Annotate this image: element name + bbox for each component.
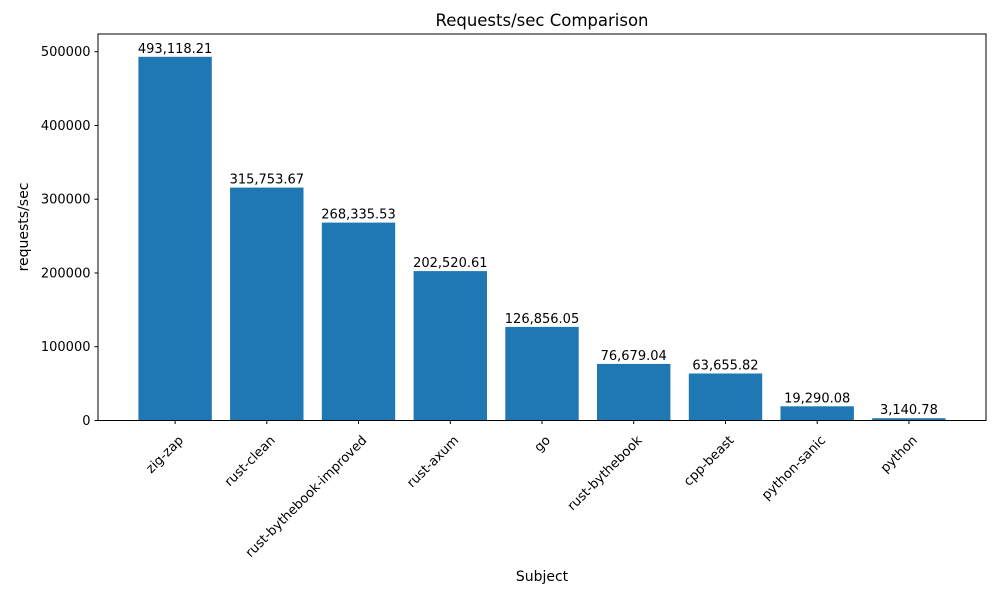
y-axis: 0 100000 200000 300000 400000 500000: [41, 45, 98, 429]
x-tick-label: python: [878, 433, 921, 476]
y-tick-label: 400000: [41, 119, 91, 134]
bar-value-label: 126,856.05: [505, 312, 579, 327]
bars-group: [138, 56, 946, 421]
bar-value-label: 315,753.67: [230, 173, 304, 188]
x-tick-label: python-sanic: [759, 433, 829, 503]
x-tick-label: cpp-beast: [681, 433, 737, 489]
bar-rust-bythebook-improved: [321, 222, 396, 421]
x-axis-label: Subject: [516, 569, 569, 585]
bar-value-label: 493,118.21: [138, 42, 212, 57]
bar-cpp-beast: [688, 373, 763, 421]
bar-value-label: 202,520.61: [413, 256, 487, 271]
bar-rust-axum: [413, 271, 487, 421]
bar-value-label: 268,335.53: [321, 208, 395, 223]
x-tick-label: rust-clean: [222, 433, 279, 490]
x-tick-label: rust-bythebook: [565, 433, 646, 514]
bar-python-sanic: [780, 406, 854, 421]
y-tick-label: 200000: [41, 267, 91, 282]
y-tick-label: 500000: [41, 45, 91, 60]
y-tick-label: 0: [82, 414, 90, 429]
bar-value-label: 19,290.08: [784, 391, 850, 406]
bar-go: [505, 326, 579, 421]
plot-border: [97, 33, 987, 421]
bar-python: [872, 418, 946, 421]
bar-zig-zap: [138, 56, 212, 421]
bar-value-label: 76,679.04: [601, 349, 667, 364]
value-labels-group: 493,118.21 315,753.67 268,335.53 202,520.61…: [138, 42, 938, 418]
bar-value-label: 3,140.78: [880, 403, 938, 418]
x-tick-label: go: [532, 433, 554, 455]
x-axis: zig-zap rust-cleanrust-bythebook-improved…: [143, 420, 921, 561]
bar-rust-bythebook: [597, 363, 671, 421]
x-tick-label: rust-axum: [404, 433, 462, 491]
x-tick-label: zig-zap: [143, 433, 186, 476]
chart-title: Requests/sec Comparison: [435, 11, 648, 30]
y-tick-label: 300000: [41, 193, 91, 208]
y-axis-label: requests/sec: [16, 183, 32, 272]
bar-value-label: 63,655.82: [692, 359, 758, 374]
y-tick-label: 100000: [41, 340, 91, 355]
bar-rust-clean: [230, 187, 304, 421]
